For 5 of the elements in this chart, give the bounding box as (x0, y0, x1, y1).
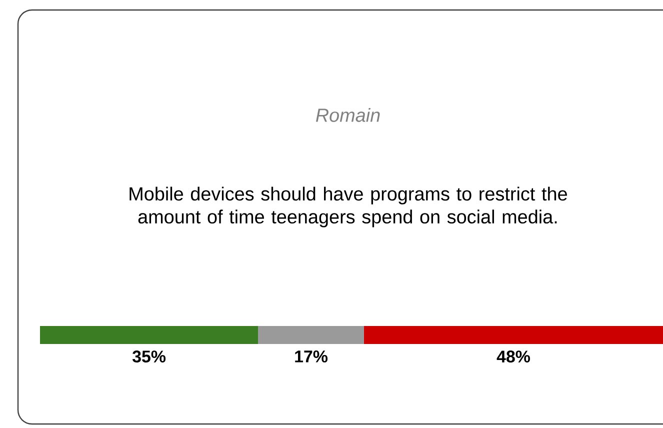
data-label: 17% (295, 350, 328, 362)
chart-subtitle: Mobile devices should have programs to restrict the amount of time teenagers spend on social media. (130, 186, 567, 228)
data-label: 48% (496, 350, 530, 363)
chart-title: Romain (316, 108, 380, 122)
data-label: 35% (132, 350, 166, 363)
